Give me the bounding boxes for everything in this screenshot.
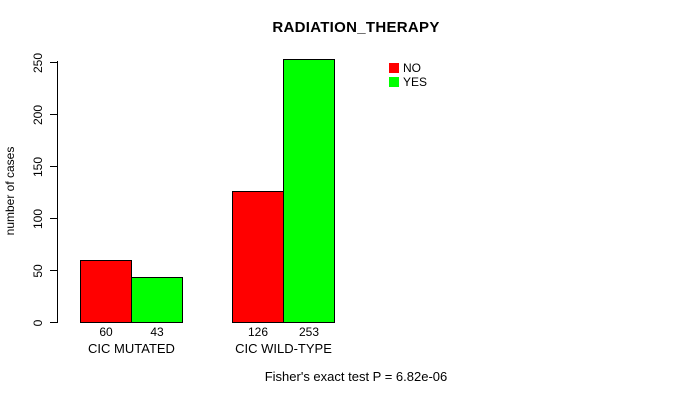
fisher-test-caption: Fisher's exact test P = 6.82e-06 <box>264 369 448 384</box>
bar-no-mutated <box>80 260 132 323</box>
legend-swatch-no <box>389 63 399 73</box>
group-label: CIC WILD-TYPE <box>235 341 332 356</box>
y-tick <box>50 62 57 63</box>
y-axis-line <box>57 61 58 323</box>
bar-value-label: 253 <box>298 325 320 339</box>
y-tick-label: 250 <box>31 52 45 73</box>
y-tick-label: 150 <box>31 156 45 177</box>
y-tick <box>50 322 57 323</box>
legend-item-yes: YES <box>389 76 427 88</box>
y-tick-label: 0 <box>31 319 45 326</box>
legend-label: NO <box>403 61 421 75</box>
bar-yes-wildtype <box>283 59 335 323</box>
legend-item-no: NO <box>389 62 427 74</box>
bar-value-label: 126 <box>247 325 269 339</box>
legend-swatch-yes <box>389 77 399 87</box>
bar-value-label: 60 <box>99 325 113 339</box>
legend: NO YES <box>389 62 427 88</box>
y-tick-label: 200 <box>31 104 45 125</box>
y-tick <box>50 114 57 115</box>
bar-value-label: 43 <box>150 325 164 339</box>
legend-label: YES <box>403 75 428 89</box>
y-tick <box>50 270 57 271</box>
bar-no-wildtype <box>232 191 284 323</box>
y-tick-label: 50 <box>31 263 45 278</box>
bar-yes-mutated <box>131 277 183 323</box>
y-tick <box>50 166 57 167</box>
y-tick <box>50 218 57 219</box>
y-tick-label: 100 <box>31 208 45 229</box>
group-label: CIC MUTATED <box>88 341 175 356</box>
chart-title: RADIATION_THERAPY <box>272 19 440 36</box>
